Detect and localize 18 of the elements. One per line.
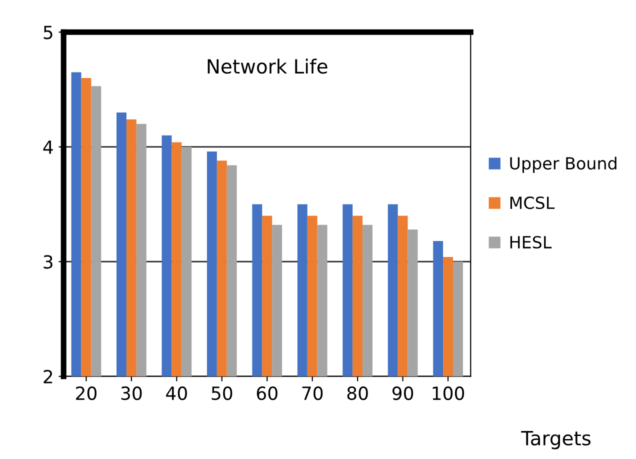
legend-label: MCSL — [510, 196, 555, 210]
x-tick-label: 40 — [166, 386, 187, 400]
y-tick-label: 4 — [43, 140, 53, 154]
y-tick-label: 5 — [44, 26, 52, 40]
x-tick-label: 80 — [347, 386, 368, 400]
y-tick-label: 2 — [44, 370, 52, 384]
x-tick-label: 70 — [302, 386, 323, 400]
x-tick-label: 60 — [256, 386, 278, 400]
x-tick-label: 30 — [121, 386, 142, 400]
x-tick-label: 90 — [392, 386, 414, 400]
x-tick-label: 50 — [212, 386, 232, 400]
x-axis-title: Targets — [521, 431, 591, 450]
text: Network Life — [208, 58, 328, 74]
legend-label: Upper Bound — [510, 156, 616, 173]
legend-label: HESL — [510, 236, 552, 249]
x-tick-label: 20 — [76, 386, 96, 400]
y-tick-label: 3 — [44, 255, 52, 269]
x-tick-label: 100 — [432, 386, 464, 400]
